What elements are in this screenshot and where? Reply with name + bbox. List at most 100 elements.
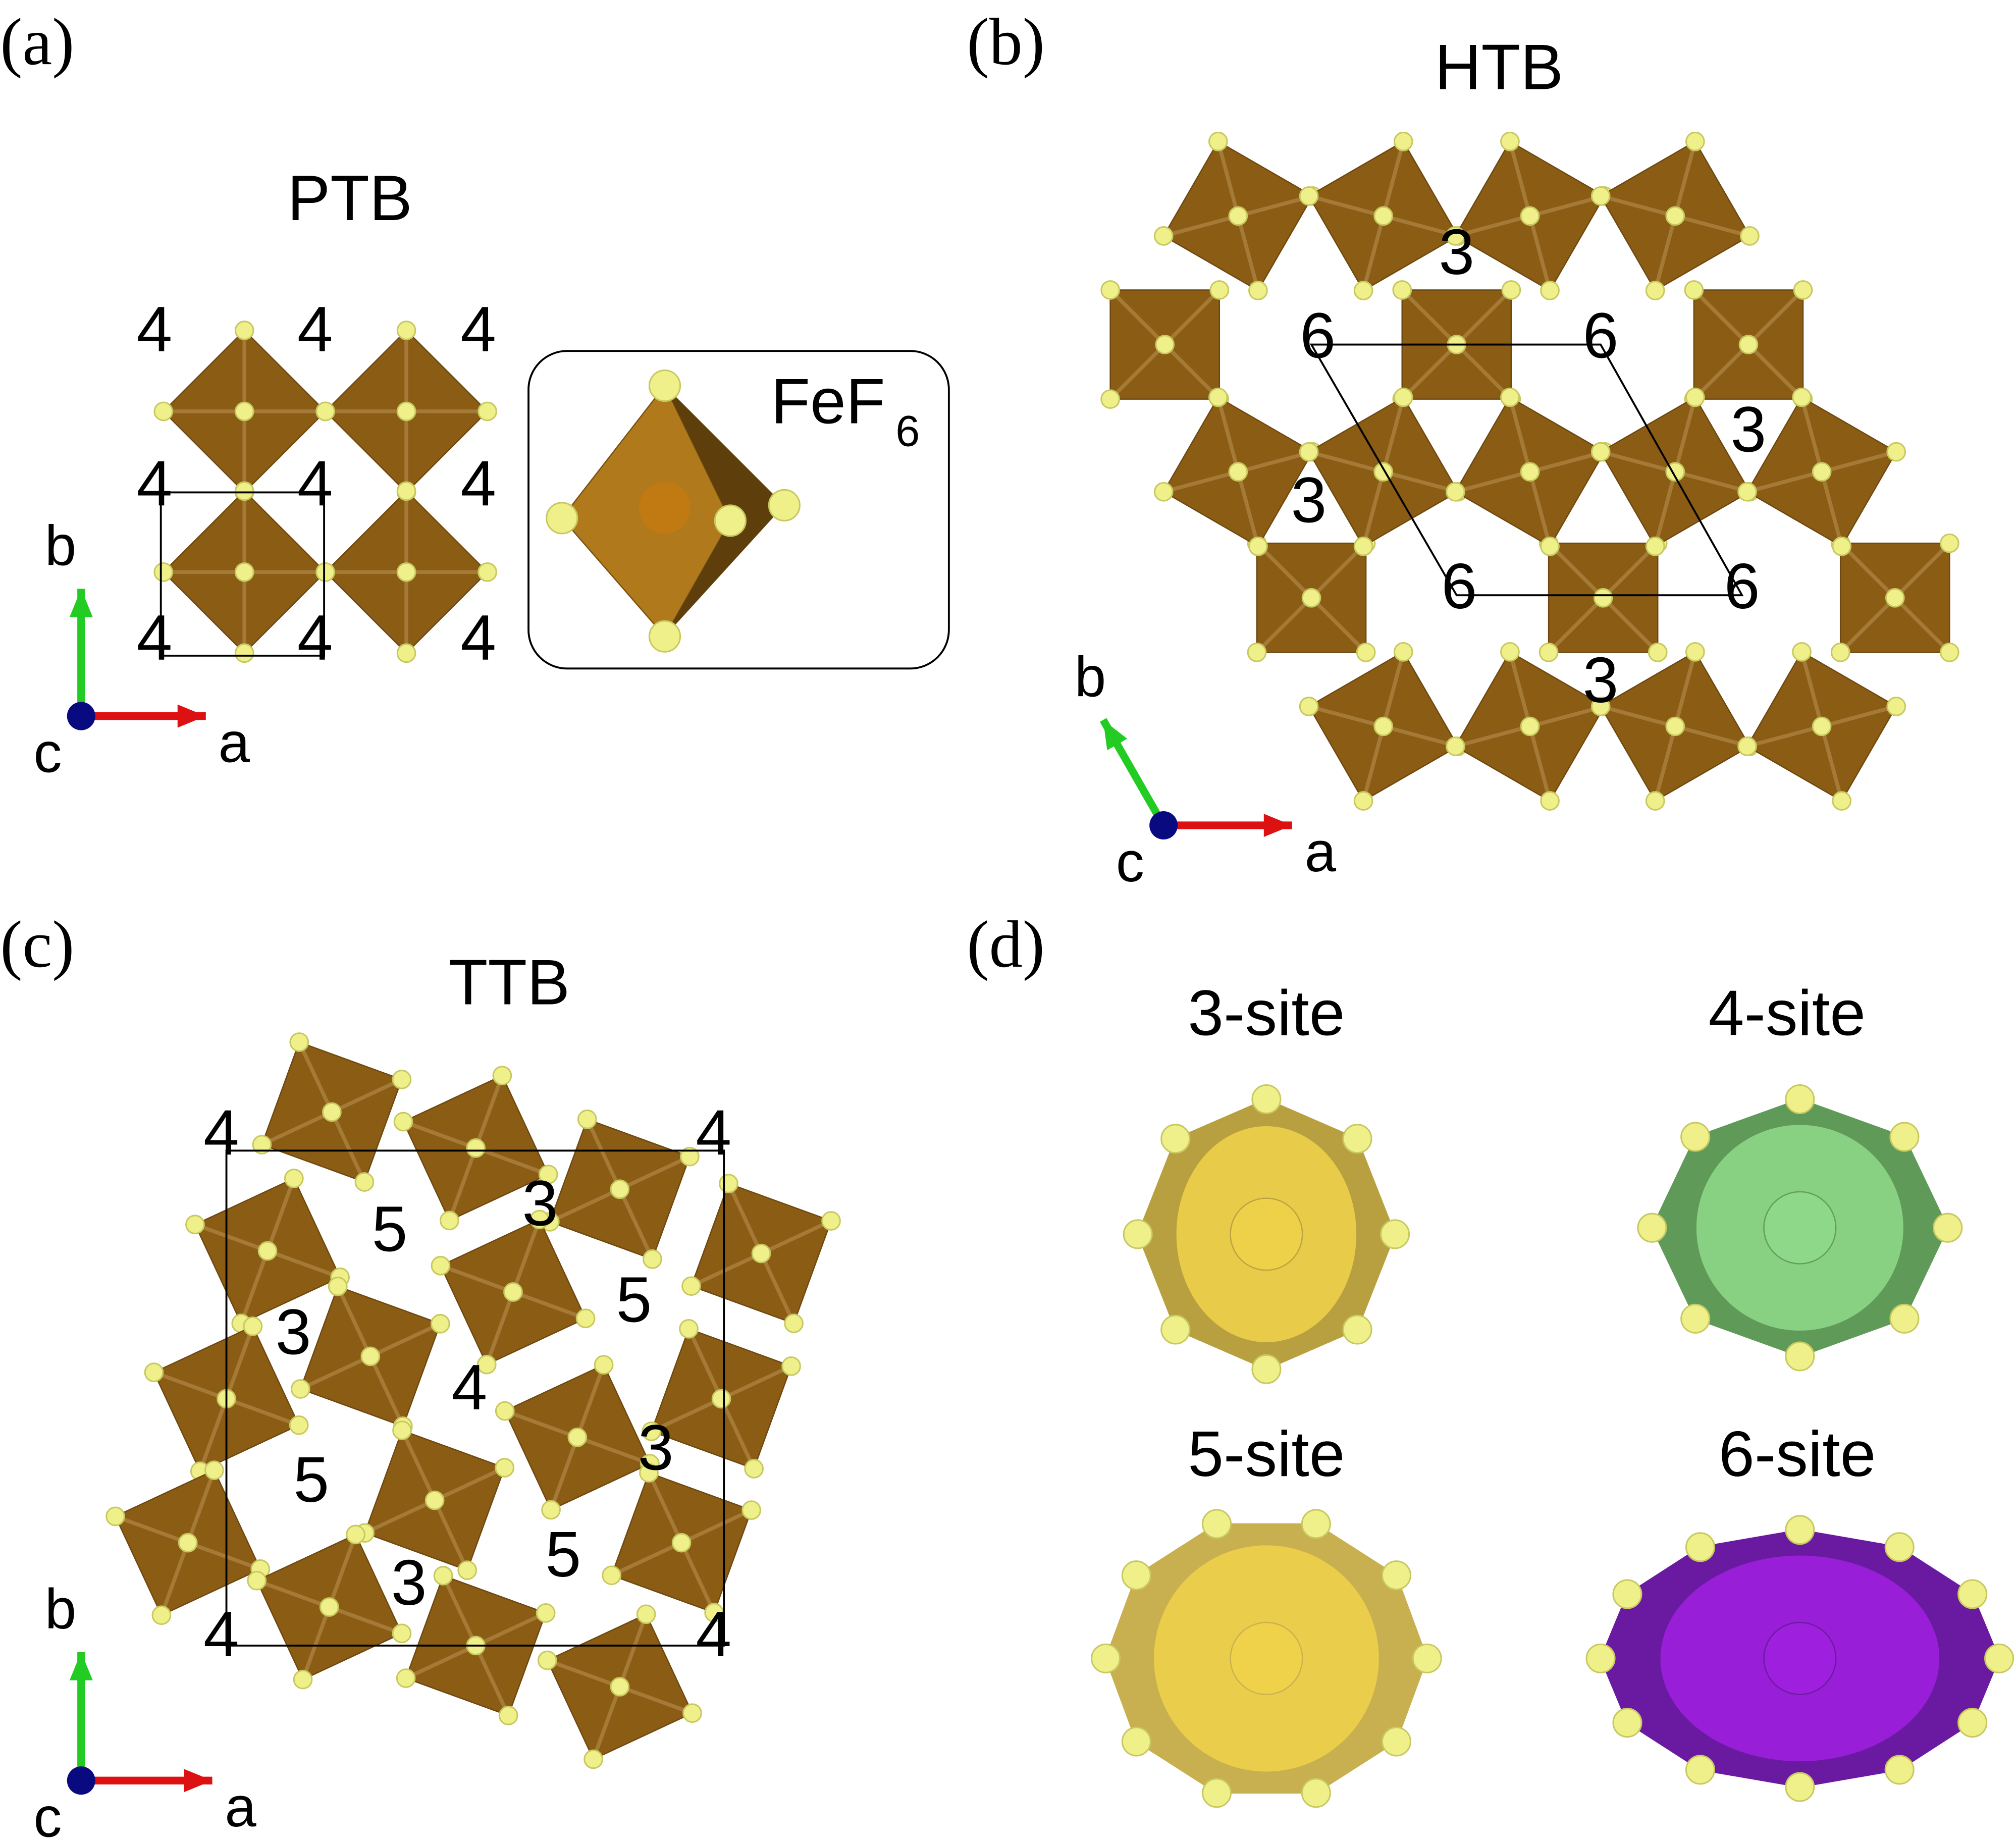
fluorine-atom: [144, 1362, 164, 1382]
fluorine-atom: [425, 1490, 445, 1510]
fluorine-atom: [178, 1533, 198, 1553]
fluorine-atom: [1540, 281, 1560, 300]
bond: [1383, 214, 1459, 238]
bond: [1839, 542, 1896, 599]
fluorine-atom: [498, 1706, 518, 1725]
fluorine-atom: [1540, 536, 1560, 556]
bond: [1163, 343, 1221, 401]
bond: [239, 1250, 270, 1324]
bond: [328, 1605, 403, 1636]
fluorine-atom: [1740, 226, 1760, 246]
fluorine-atom: [642, 1422, 661, 1441]
fluorine-atom: [319, 1597, 339, 1617]
fluorine-atom: [1585, 1643, 1616, 1673]
panel-title: PTB: [287, 162, 412, 234]
bond: [1692, 343, 1750, 401]
site-title: 4-site: [1709, 977, 1866, 1049]
axis-label: a: [219, 711, 250, 774]
bond: [1310, 596, 1367, 654]
bond: [1163, 469, 1239, 494]
bond: [575, 1364, 606, 1438]
fluorine-atom: [1380, 1219, 1410, 1249]
fluorine-atom: [476, 1354, 497, 1375]
fluorine-atom: [1155, 335, 1175, 354]
fluorine-atom: [1645, 281, 1665, 300]
central-atom: [1230, 1621, 1303, 1695]
bond: [549, 1187, 621, 1224]
site-number: 5: [545, 1518, 581, 1590]
bond: [1455, 288, 1513, 346]
fluorine-atom: [392, 1623, 412, 1644]
fluorine-atom: [1793, 280, 1813, 300]
fluorine-atom: [1933, 1213, 1963, 1243]
bond: [1653, 215, 1677, 291]
site-number: 4: [203, 1097, 239, 1169]
fluorine-atom: [1121, 1726, 1151, 1757]
bond: [576, 1435, 651, 1466]
bond: [680, 1508, 753, 1545]
fluorine-atom: [396, 321, 416, 340]
bond: [1508, 651, 1532, 727]
fluorine-atom: [396, 1668, 416, 1688]
bond: [611, 1541, 682, 1577]
octahedron-face: [665, 386, 784, 637]
site-number: 3: [1583, 644, 1619, 716]
bond: [1673, 651, 1697, 727]
bond: [1692, 288, 1750, 346]
fluorine-atom: [1353, 536, 1373, 556]
fluorine-atom: [1685, 1532, 1715, 1562]
bond: [330, 1111, 366, 1183]
fluorine-atom: [1160, 1314, 1191, 1345]
bond: [475, 1611, 547, 1648]
fluorine-atom: [719, 1174, 738, 1193]
fluorine-atom: [1612, 1579, 1642, 1609]
fluorine-atom: [433, 1566, 453, 1586]
bond: [1600, 194, 1676, 218]
bond: [1747, 288, 1805, 346]
fluorine-atom: [1886, 697, 1906, 716]
axis-label: c: [34, 1785, 62, 1841]
bond: [1528, 471, 1552, 547]
fluorine-atom: [185, 1215, 205, 1235]
fluorine-atom: [1684, 280, 1704, 300]
fluorine-atom: [529, 1209, 550, 1230]
fluorine-atom: [538, 1165, 558, 1184]
fluorine-atom: [315, 401, 336, 422]
bond: [1108, 288, 1166, 346]
axis-label: b: [1075, 645, 1106, 708]
fluorine-atom: [1737, 737, 1757, 756]
fluorine-atom: [1501, 280, 1521, 300]
fluorine-atom: [1381, 1560, 1411, 1591]
fluorine-atom: [1830, 642, 1850, 662]
bond: [474, 1645, 510, 1716]
fluorine-atom: [1248, 281, 1268, 300]
panel-label: (c): [0, 907, 74, 981]
site-number: 4: [451, 1351, 487, 1423]
bond: [719, 1398, 756, 1470]
fluorine-atom: [1520, 206, 1540, 226]
fluorine-atom: [639, 1463, 659, 1483]
bond: [647, 1472, 683, 1544]
fluorine-atom: [1209, 280, 1230, 300]
bond: [1383, 469, 1459, 494]
bond: [1163, 214, 1239, 238]
fluorine-atom: [1520, 462, 1540, 482]
fluorine-atom: [315, 562, 336, 582]
bond: [485, 1291, 515, 1365]
structures: [67, 131, 2014, 1808]
central-atom: [1763, 1621, 1837, 1695]
arrow-head: [69, 1652, 93, 1680]
bond: [512, 1290, 587, 1321]
fluorine-atom: [1785, 1084, 1815, 1115]
fluorine-atom: [744, 1459, 764, 1479]
axis-label: a: [225, 1775, 256, 1838]
fluorine-atom: [1412, 1643, 1442, 1673]
bond: [1674, 724, 1750, 749]
fluorine-atom: [821, 1211, 841, 1231]
bond: [1236, 215, 1260, 291]
fluorine-atom: [1792, 642, 1812, 662]
bond: [434, 1466, 506, 1502]
site-title: 6-site: [1719, 1418, 1876, 1490]
fluorine-atom: [1637, 1213, 1667, 1243]
fluorine-atom: [1446, 482, 1465, 502]
